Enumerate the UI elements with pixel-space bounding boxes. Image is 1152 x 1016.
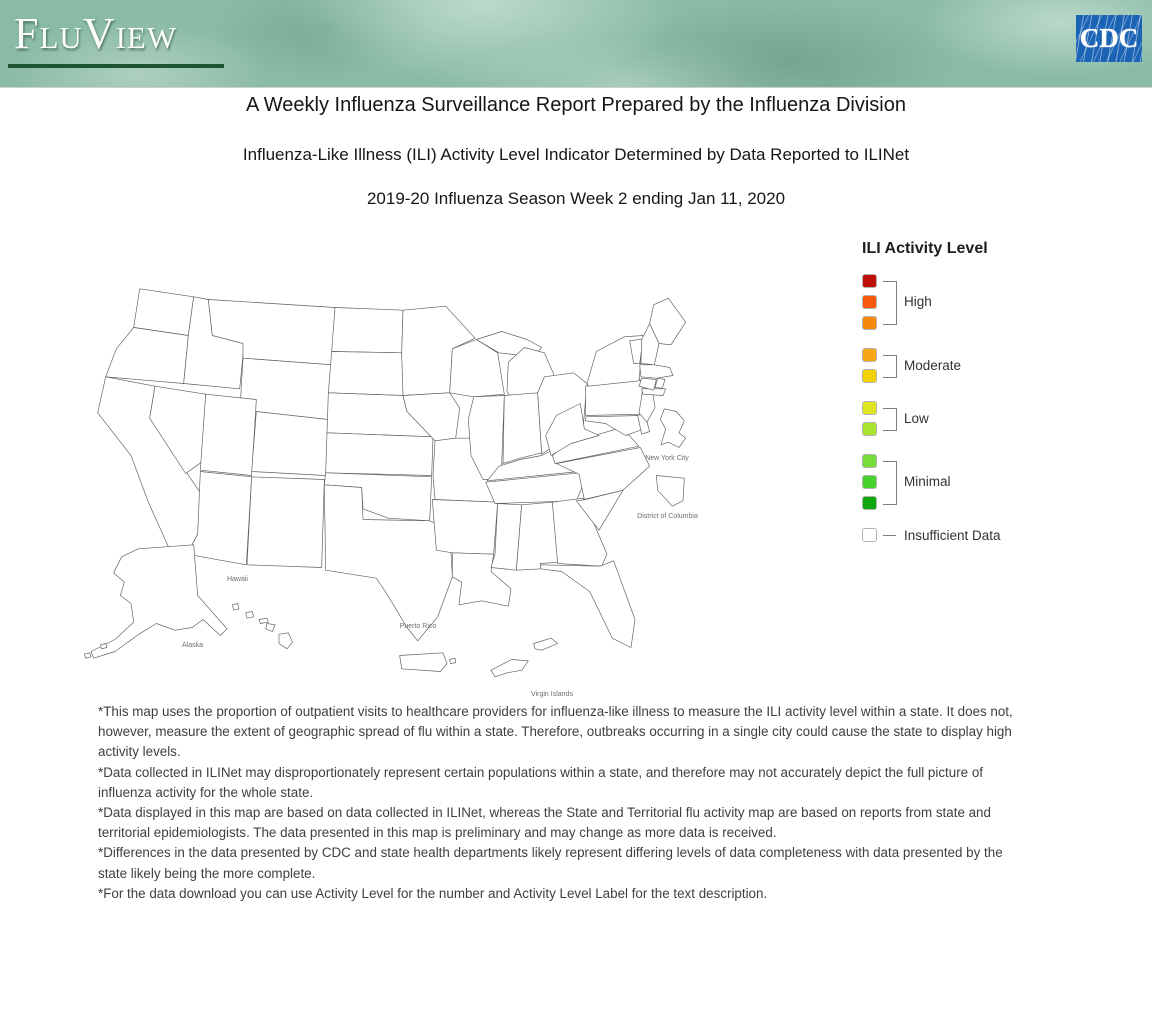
label-virgin-islands: Virgin Islands [531,691,573,698]
fluview-banner: FLUVIEW CDC [0,0,1152,88]
state-GA[interactable] [551,497,608,567]
inset-VI-north[interactable] [533,637,558,651]
state-NM[interactable] [246,476,325,568]
season-week-title: 2019-20 Influenza Season Week 2 ending J… [366,189,786,208]
footnotes: *This map uses the proportion of outpati… [98,702,1014,904]
state-WV[interactable] [545,403,600,456]
legend-group-moderate: Moderate [862,348,1142,383]
inset-PR-island[interactable] [449,657,456,664]
legend-swatch-low2 [862,401,877,415]
legend-bracket [883,461,897,505]
inset-NYC[interactable] [659,408,686,448]
legend-bracket [883,408,897,431]
legend-label-high: High [904,294,932,309]
state-VT[interactable] [629,338,644,364]
brand-letter: F [14,9,40,58]
inset-AK-island[interactable] [100,643,108,650]
ili-activity-legend: ILI Activity Level High Moderate Low Min… [862,240,1142,549]
legend-label-insufficient: Insufficient Data [904,528,1001,543]
legend-label-moderate: Moderate [904,358,962,373]
state-NH[interactable] [640,323,660,366]
legend-swatch-high1 [862,316,877,330]
state-NY[interactable] [586,335,644,387]
footnote: *Data collected in ILINet may disproport… [98,764,984,800]
legend-swatch-mod1 [862,369,877,383]
map-subtitle: Influenza-Like Illness (ILI) Activity Le… [242,145,910,164]
cdc-logo[interactable]: CDC [1076,15,1142,62]
label-alaska: Alaska [181,642,203,649]
state-FL[interactable] [539,560,636,648]
legend-bracket [883,281,897,325]
legend-group-low: Low [862,401,1142,436]
legend-group-high: High [862,274,1142,330]
inset-HI-molokai[interactable] [258,617,269,624]
label-puerto-rico: Puerto Rico [399,623,437,630]
footnote: *Data displayed in this map are based on… [98,805,991,841]
state-SD[interactable] [328,351,405,396]
legend-swatch-min1 [862,496,877,510]
state-MA[interactable] [639,364,674,379]
state-CO[interactable] [251,411,329,476]
inset-HI-hawaii[interactable] [278,632,293,650]
footnote: *For the data download you can use Activ… [98,885,768,901]
legend-label-low: Low [904,411,929,426]
state-AL[interactable] [515,501,560,571]
state-RI[interactable] [654,377,666,389]
us-choropleth-svg[interactable] [75,270,715,697]
legend-swatch-high3 [862,274,877,288]
state-UT[interactable] [199,393,257,476]
state-AR[interactable] [432,499,498,555]
fluview-logo[interactable]: FLUVIEW [14,8,177,64]
legend-swatch-low1 [862,422,877,436]
inset-AK[interactable] [90,544,228,659]
inset-HI-maui[interactable] [265,623,276,632]
legend-swatch-high2 [862,295,877,309]
label-new-york-city: New York City [645,455,689,462]
brand-letters: IEW [115,20,178,55]
state-CT[interactable] [638,377,657,391]
legend-swatch-min3 [862,454,877,468]
label-hawaii: Hawaii [226,576,248,583]
state-TX[interactable] [324,484,453,642]
state-NC[interactable] [555,447,650,500]
legend-group-minimal: Minimal [862,454,1142,510]
state-AZ[interactable] [186,471,252,566]
state-NY-long-island[interactable] [641,388,666,396]
state-NV[interactable] [149,385,206,474]
inset-DC[interactable] [655,475,685,507]
brand-letter: V [82,9,116,58]
inset-VI-south[interactable] [490,659,529,678]
legend-dash [883,535,896,536]
inset-HI-oahu[interactable] [245,611,254,619]
state-ME[interactable] [649,297,686,346]
inset-HI-kauai[interactable] [231,603,240,611]
state-MS[interactable] [490,503,522,571]
legend-swatch-insufficient [862,528,877,542]
brand-letters: LU [39,20,83,55]
state-KS[interactable] [325,432,434,476]
legend-bracket [883,355,897,378]
report-title: A Weekly Influenza Surveillance Report P… [246,94,906,116]
legend-swatch-mod2 [862,348,877,362]
footnote: *This map uses the proportion of outpati… [98,704,1013,760]
state-OR[interactable] [105,327,189,384]
brand-underline [8,64,224,68]
inset-AK-island[interactable] [84,652,92,659]
legend-group-insufficient: Insufficient Data [862,528,1142,543]
footnote: *Differences in the data presented by CD… [98,845,1003,881]
cdc-logo-text: CDC [1079,23,1139,53]
state-ND[interactable] [331,307,404,354]
legend-title: ILI Activity Level [862,240,988,257]
legend-swatch-min2 [862,475,877,489]
state-IN[interactable] [502,392,542,464]
inset-PR[interactable] [399,652,448,672]
legend-label-minimal: Minimal [904,474,951,489]
label-district-of-columbia: District of Columbia [637,513,698,520]
